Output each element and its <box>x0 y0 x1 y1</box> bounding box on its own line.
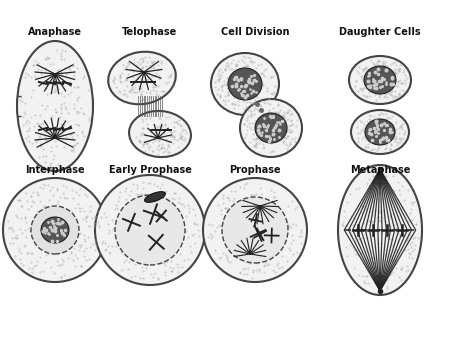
Text: Telophase: Telophase <box>122 27 178 37</box>
Ellipse shape <box>365 119 395 145</box>
Text: Metaphase: Metaphase <box>350 165 410 175</box>
Text: Interphase: Interphase <box>25 165 85 175</box>
Text: Daughter Cells: Daughter Cells <box>339 27 421 37</box>
Ellipse shape <box>222 197 288 263</box>
Ellipse shape <box>240 99 302 157</box>
Ellipse shape <box>351 110 409 154</box>
Ellipse shape <box>255 113 287 143</box>
Ellipse shape <box>17 41 93 171</box>
Text: Early Prophase: Early Prophase <box>109 165 191 175</box>
Ellipse shape <box>41 217 69 243</box>
Ellipse shape <box>211 53 279 115</box>
Ellipse shape <box>129 111 191 157</box>
Text: Prophase: Prophase <box>229 165 281 175</box>
Ellipse shape <box>364 66 396 94</box>
Text: Anaphase: Anaphase <box>28 27 82 37</box>
Ellipse shape <box>203 178 307 282</box>
Ellipse shape <box>338 165 422 295</box>
Ellipse shape <box>349 56 411 104</box>
Ellipse shape <box>3 178 107 282</box>
Ellipse shape <box>95 175 205 285</box>
Ellipse shape <box>115 195 185 265</box>
Ellipse shape <box>31 206 79 254</box>
Ellipse shape <box>145 192 165 202</box>
Text: Cell Division: Cell Division <box>221 27 289 37</box>
Ellipse shape <box>108 52 176 104</box>
Ellipse shape <box>228 68 262 100</box>
